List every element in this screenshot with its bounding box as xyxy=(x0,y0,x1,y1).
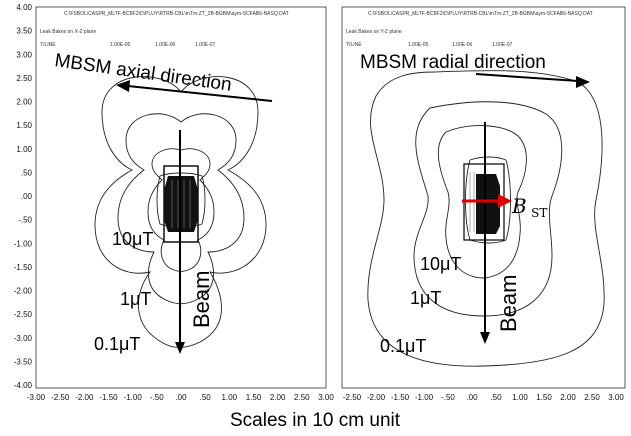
left-x-tick-label: -2.00 xyxy=(75,393,94,402)
right-field-arrow xyxy=(462,194,512,208)
left-x-tick-label: .50 xyxy=(200,393,212,402)
right-contour-lines xyxy=(367,70,605,367)
right-x-tick-label: 3.00 xyxy=(608,393,624,402)
left-x-tick-label: 3.00 xyxy=(318,393,334,402)
left-x-tick-label: 1.50 xyxy=(246,393,262,402)
left-x-tick-labels: -3.00 -2.50 -2.00 -1.50 -1.00 -.50 .00 .50 1.00 1… xyxy=(27,393,334,402)
left-x-tick-label: 2.50 xyxy=(294,393,310,402)
right-label-0.1ut: 0.1μT xyxy=(380,336,426,356)
right-label-1ut: 1μT xyxy=(410,288,441,308)
left-legend-value-3: 1.00E-07 xyxy=(195,42,216,48)
left-y-tick-label: 2.00 xyxy=(16,98,32,107)
field-label-sub: ST xyxy=(531,206,547,220)
left-path-text: C:\FSBOL\CASPR_MLTF-BCBF2\D\PLUY\RTRB-CB… xyxy=(64,11,289,17)
left-panel: C:\FSBOL\CASPR_MLTF-BCBF2\D\PLUY\RTRB-CB… xyxy=(14,3,335,402)
right-x-tick-labels: -2.50 -2.00 -1.50 -1.00 -.50 .00 .50 1.00 1.50 2.… xyxy=(343,393,624,402)
left-y-tick-label: -3.50 xyxy=(14,357,33,366)
right-path-text: C:\FSBOL\CASPR_MLTF-BCBF2\D\PLUY\RTRB-CB… xyxy=(368,11,593,17)
left-x-tick-label: -.50 xyxy=(150,393,164,402)
left-x-tick-label: .00 xyxy=(175,393,187,402)
left-y-tick-label: 2.50 xyxy=(16,74,32,83)
right-x-tick-label: -2.50 xyxy=(343,393,362,402)
left-y-tick-label: 1.00 xyxy=(16,145,32,154)
right-subtitle: Leak Bakes on Y-Z plane xyxy=(346,29,402,35)
left-legend-value-1: 1.00E-05 xyxy=(110,42,131,48)
left-magnet-hatching xyxy=(171,180,191,228)
left-beam-label: Beam xyxy=(189,271,214,328)
right-label-10ut: 10μT xyxy=(420,254,461,274)
left-label-0.1ut: 0.1μT xyxy=(94,334,140,354)
right-contour-0.1ut xyxy=(367,70,605,367)
right-magnet-core xyxy=(476,174,500,234)
left-label-1ut: 1μT xyxy=(120,289,151,309)
left-y-tick-label: 3.00 xyxy=(16,50,32,59)
left-y-tick-label: .00 xyxy=(21,192,33,201)
left-label-10ut: 10μT xyxy=(112,229,153,249)
left-y-tick-labels: 4.00 3.50 3.00 2.50 2.00 1.50 1.00 .50 .00 -.50 -1… xyxy=(14,3,33,390)
right-x-tick-label: -1.00 xyxy=(415,393,434,402)
right-contour-10ut xyxy=(437,125,527,279)
left-y-tick-label: -1.00 xyxy=(14,239,33,248)
right-direction-arrow xyxy=(475,73,590,88)
right-x-tick-label: .00 xyxy=(466,393,478,402)
right-x-tick-label: -2.00 xyxy=(367,393,386,402)
left-contour-inner xyxy=(156,172,206,228)
left-x-tick-label: -1.50 xyxy=(99,393,118,402)
left-y-tick-label: 1.50 xyxy=(16,121,32,130)
right-field-label: B ST xyxy=(511,194,547,220)
left-y-tick-label: .50 xyxy=(21,168,33,177)
left-y-tick-label: -3.00 xyxy=(14,334,33,343)
left-x-tick-label: -1.00 xyxy=(124,393,143,402)
left-x-tick-label: 1.00 xyxy=(222,393,238,402)
right-x-tick-label: 2.00 xyxy=(560,393,576,402)
left-legend-value-2: 1.00E-06 xyxy=(155,42,176,48)
left-x-tick-label: -3.00 xyxy=(27,393,46,402)
left-beam-arrow xyxy=(175,130,185,354)
right-legend-value-1: 1.00E-05 xyxy=(408,42,429,48)
right-x-tick-label: -1.50 xyxy=(391,393,410,402)
left-legend-tag: T/LINE xyxy=(40,42,56,48)
left-y-tick-label: 3.50 xyxy=(16,27,32,36)
right-contour-1ut xyxy=(413,101,563,317)
right-legend-value-3: 1.00E-07 xyxy=(492,42,513,48)
left-y-tick-label: -4.00 xyxy=(14,381,33,390)
left-y-tick-label: -2.00 xyxy=(14,287,33,296)
left-direction-arrow xyxy=(116,80,273,102)
left-x-tick-label: 2.00 xyxy=(270,393,286,402)
left-y-tick-label: -.50 xyxy=(18,216,32,225)
left-x-tick-label: -2.50 xyxy=(51,393,70,402)
right-legend-tag: T/LINE xyxy=(346,42,362,48)
right-beam-arrow xyxy=(480,122,490,344)
right-contour-inner xyxy=(465,156,511,244)
right-legend-value-2: 1.00E-06 xyxy=(452,42,473,48)
left-y-tick-label: -2.50 xyxy=(14,310,33,319)
figure-caption: Scales in 10 cm unit xyxy=(230,410,401,431)
left-y-tick-label: 4.00 xyxy=(16,3,32,12)
right-x-tick-label: .50 xyxy=(490,393,502,402)
right-panel: C:\FSBOL\CASPR_MLTF-BCBF2\D\PLUY\RTRB-CB… xyxy=(341,6,626,402)
left-subtitle: Leak Bakes on X-Z plane xyxy=(40,29,96,35)
right-direction-label: MBSM radial direction xyxy=(360,52,546,73)
right-x-tick-label: -.50 xyxy=(441,393,455,402)
field-label-main: B xyxy=(511,194,527,218)
right-x-tick-label: 1.00 xyxy=(512,393,528,402)
right-x-tick-label: 1.50 xyxy=(536,393,552,402)
right-x-tick-label: 2.50 xyxy=(584,393,600,402)
right-beam-label: Beam xyxy=(496,275,521,332)
left-y-tick-label: -1.50 xyxy=(14,263,33,272)
